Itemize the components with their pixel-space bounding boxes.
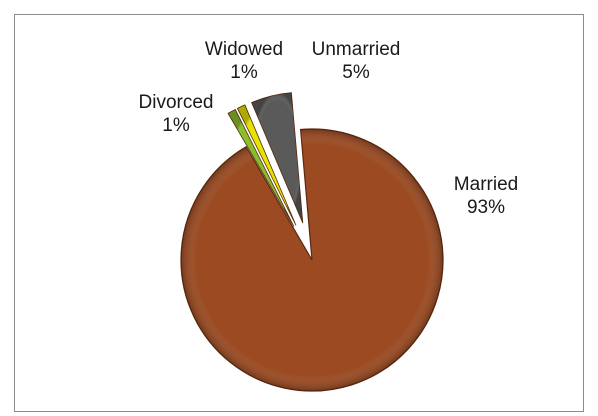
- slice-label-divorced: Divorced: [139, 92, 214, 113]
- slice-percent-unmarried: 5%: [342, 62, 370, 83]
- pie-slice-shade-widowed: [237, 104, 297, 226]
- pie-slice-shade-divorced: [228, 109, 294, 227]
- slice-percent-widowed: 1%: [230, 62, 258, 83]
- slice-label-widowed: Widowed: [205, 39, 283, 60]
- pie-slice-shade-married: [180, 129, 443, 392]
- pie-slice-shade-unmarried: [251, 92, 303, 224]
- slice-label-unmarried: Unmarried: [312, 39, 401, 60]
- slice-percent-married: 93%: [467, 197, 505, 218]
- pie-slices: [180, 92, 444, 392]
- slice-percent-divorced: 1%: [162, 115, 190, 136]
- slice-label-married: Married: [454, 174, 518, 195]
